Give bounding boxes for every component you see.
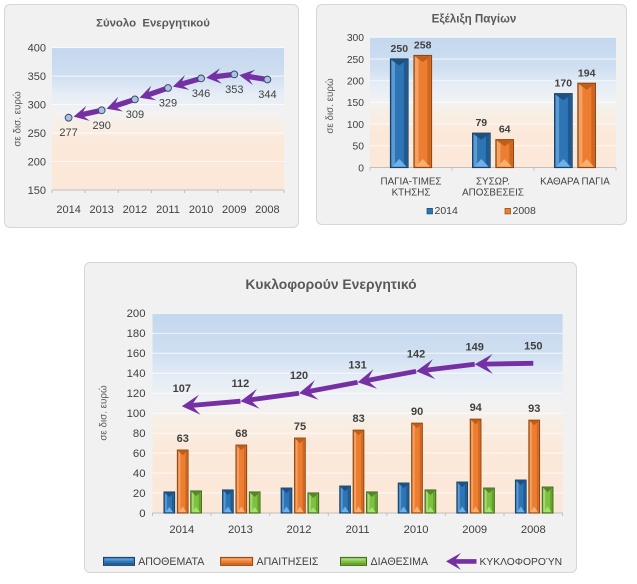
svg-text:79: 79 — [475, 117, 487, 129]
svg-text:200: 200 — [347, 77, 364, 88]
svg-text:353: 353 — [225, 84, 243, 96]
svg-text:ΑΠΟΣΒΕΣΕΙΣ: ΑΠΟΣΒΕΣΕΙΣ — [462, 188, 524, 199]
svg-text:ΚΤΗΣΗΣ: ΚΤΗΣΗΣ — [392, 188, 431, 199]
svg-text:2011: 2011 — [156, 204, 180, 216]
svg-text:σε δισ. ευρώ: σε δισ. ευρώ — [13, 91, 24, 147]
svg-text:80: 80 — [133, 428, 146, 440]
svg-text:2008: 2008 — [255, 204, 279, 216]
svg-text:346: 346 — [192, 88, 210, 100]
svg-text:277: 277 — [59, 127, 77, 139]
svg-text:200: 200 — [28, 156, 46, 168]
svg-text:194: 194 — [578, 67, 596, 79]
svg-text:ΣΥΣΩΡ.: ΣΥΣΩΡ. — [476, 176, 510, 187]
svg-text:63: 63 — [177, 433, 189, 445]
svg-text:131: 131 — [348, 359, 366, 371]
svg-text:40: 40 — [133, 468, 146, 480]
svg-text:ΑΠΟΘΕΜΑΤΑ: ΑΠΟΘΕΜΑΤΑ — [138, 556, 205, 568]
svg-text:93: 93 — [528, 403, 540, 415]
svg-text:329: 329 — [159, 98, 177, 110]
svg-text:250: 250 — [28, 128, 46, 140]
svg-text:ΑΠΑΙΤΗΣΕΙΣ: ΑΠΑΙΤΗΣΕΙΣ — [257, 556, 319, 568]
svg-text:75: 75 — [294, 421, 306, 433]
svg-text:2014: 2014 — [169, 524, 194, 536]
svg-text:2010: 2010 — [189, 204, 213, 216]
svg-text:344: 344 — [258, 89, 276, 101]
svg-text:60: 60 — [133, 448, 146, 460]
svg-text:150: 150 — [28, 185, 46, 197]
svg-text:0: 0 — [139, 508, 145, 520]
svg-text:Κυκλοφορούν Ενεργητικό: Κυκλοφορούν Ενεργητικό — [245, 276, 416, 292]
svg-text:ΔΙΑΘΕΣΙΜΑ: ΔΙΑΘΕΣΙΜΑ — [371, 556, 429, 568]
svg-text:142: 142 — [407, 348, 425, 360]
svg-text:2008: 2008 — [521, 524, 546, 536]
svg-text:50: 50 — [353, 142, 365, 153]
svg-text:258: 258 — [414, 40, 432, 52]
svg-text:2009: 2009 — [462, 524, 487, 536]
svg-text:100: 100 — [347, 120, 364, 131]
svg-text:200: 200 — [127, 308, 146, 320]
svg-text:112: 112 — [232, 378, 250, 390]
svg-text:300: 300 — [347, 33, 364, 44]
svg-text:2012: 2012 — [123, 204, 147, 216]
svg-text:68: 68 — [235, 428, 247, 440]
svg-text:309: 309 — [126, 109, 144, 121]
svg-text:107: 107 — [173, 383, 191, 395]
svg-text:170: 170 — [555, 78, 573, 90]
svg-text:400: 400 — [28, 42, 46, 54]
svg-text:290: 290 — [93, 120, 111, 132]
svg-text:2011: 2011 — [346, 524, 370, 536]
svg-text:σε δισ. ευρώ: σε δισ. ευρώ — [99, 385, 110, 441]
svg-text:2014: 2014 — [435, 205, 459, 217]
svg-text:180: 180 — [127, 328, 146, 340]
svg-text:250: 250 — [391, 43, 409, 55]
svg-text:149: 149 — [466, 341, 484, 353]
svg-text:120: 120 — [127, 388, 146, 400]
svg-text:0: 0 — [358, 163, 364, 174]
svg-text:2013: 2013 — [228, 524, 253, 536]
svg-text:140: 140 — [127, 368, 146, 380]
svg-text:ΚΥΚΛΟΦΟΡΟΎΝ: ΚΥΚΛΟΦΟΡΟΎΝ — [480, 557, 563, 568]
svg-text:90: 90 — [411, 406, 423, 418]
svg-text:Εξέλιξη Παγίων: Εξέλιξη Παγίων — [432, 13, 517, 26]
svg-text:83: 83 — [352, 413, 364, 425]
svg-text:ΠΑΓΙΑ-ΤΙΜΕΣ: ΠΑΓΙΑ-ΤΙΜΕΣ — [381, 176, 442, 187]
svg-text:Σύνολο Ενεργητικού: Σύνολο Ενεργητικού — [96, 18, 210, 30]
svg-text:2012: 2012 — [287, 524, 312, 536]
svg-text:2008: 2008 — [513, 205, 537, 217]
svg-text:64: 64 — [499, 124, 511, 136]
svg-text:300: 300 — [28, 99, 46, 111]
svg-text:100: 100 — [127, 408, 146, 420]
svg-text:2010: 2010 — [404, 524, 429, 536]
svg-text:250: 250 — [347, 55, 364, 66]
svg-text:20: 20 — [133, 488, 146, 500]
svg-text:150: 150 — [524, 340, 542, 352]
svg-text:2009: 2009 — [222, 204, 246, 216]
svg-text:2013: 2013 — [89, 204, 113, 216]
svg-text:ΚΑΘΑΡΑ ΠΑΓΙΑ: ΚΑΘΑΡΑ ΠΑΓΙΑ — [540, 176, 610, 187]
svg-text:σε δισ. ευρώ: σε δισ. ευρώ — [325, 78, 336, 134]
svg-text:160: 160 — [127, 348, 146, 360]
svg-text:94: 94 — [470, 402, 483, 414]
svg-text:2014: 2014 — [56, 204, 80, 216]
svg-text:120: 120 — [290, 370, 308, 382]
svg-text:350: 350 — [28, 71, 46, 83]
svg-text:150: 150 — [347, 98, 364, 109]
